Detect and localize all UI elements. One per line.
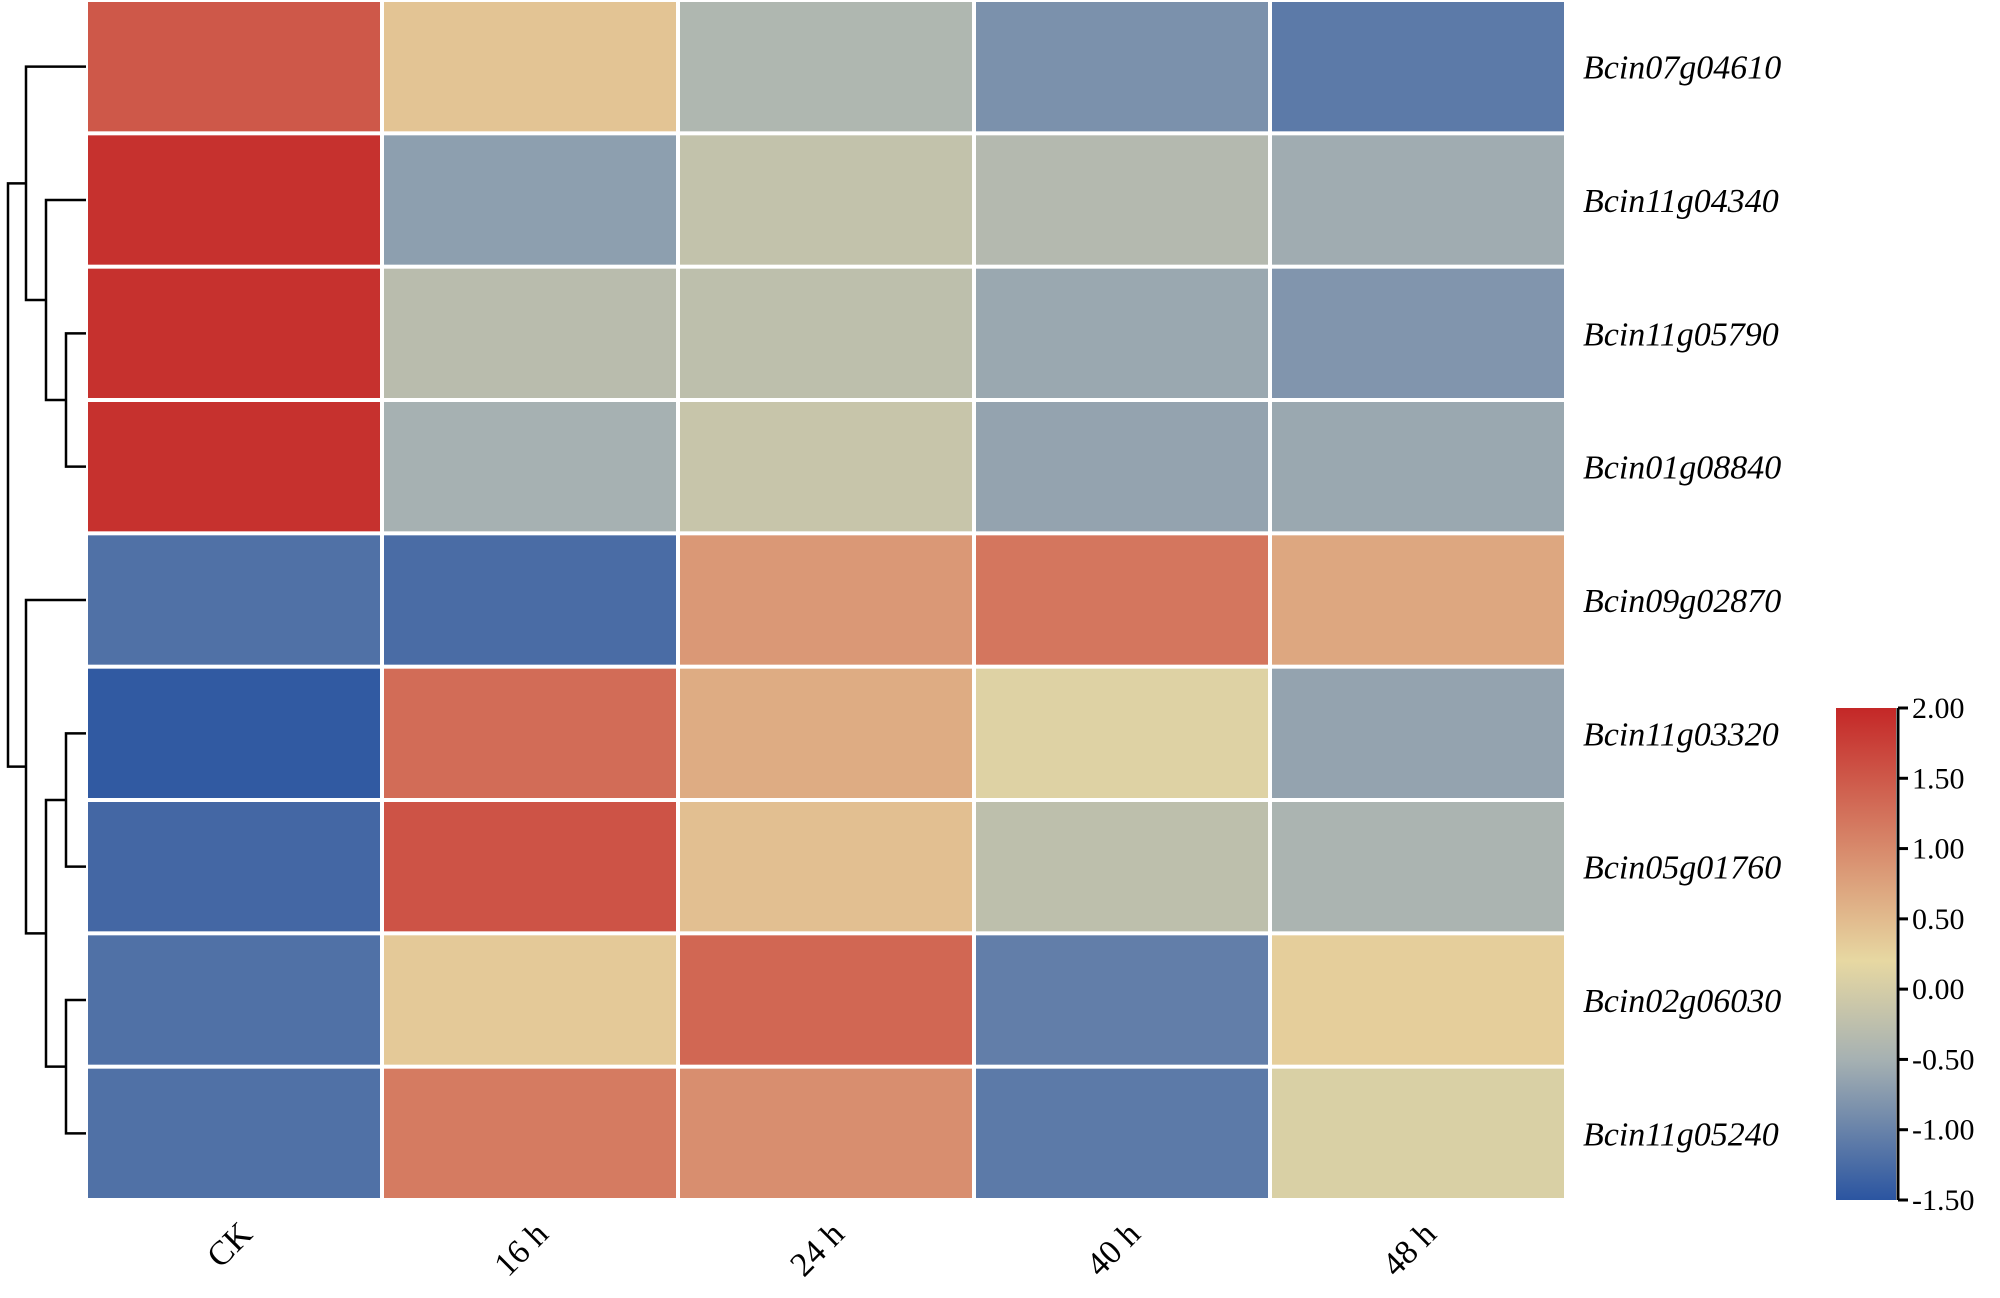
heatmap-cell bbox=[680, 2, 972, 132]
row-label: Bcin05g01760 bbox=[1583, 850, 1781, 887]
heatmap-cell bbox=[1272, 935, 1564, 1065]
dendrogram-branch bbox=[64, 332, 86, 468]
row-label: Bcin09g02870 bbox=[1583, 583, 1781, 620]
heatmap-cell bbox=[1272, 668, 1564, 798]
heatmap-cell bbox=[384, 2, 676, 132]
heatmap-cell bbox=[384, 268, 676, 398]
column-labels: CK 16 h 24 h 40 h 48 h bbox=[200, 1215, 1444, 1284]
colorbar-tick-label: -1.00 bbox=[1912, 1114, 1975, 1147]
heatmap-cell bbox=[1272, 535, 1564, 665]
heatmap-cell bbox=[384, 1068, 676, 1198]
row-label: Bcin07g04610 bbox=[1583, 50, 1781, 87]
column-label: 16 h bbox=[487, 1215, 555, 1283]
heatmap-cell bbox=[384, 935, 676, 1065]
dendrogram-branch bbox=[24, 65, 86, 302]
heatmap-cell bbox=[680, 668, 972, 798]
heatmap-cell bbox=[88, 535, 380, 665]
row-label: Bcin01g08840 bbox=[1583, 450, 1781, 487]
row-label: Bcin02g06030 bbox=[1583, 983, 1781, 1020]
heatmap-cell bbox=[680, 1068, 972, 1198]
colorbar-tick-label: 2.00 bbox=[1912, 692, 1965, 725]
row-label: Bcin11g05790 bbox=[1583, 316, 1779, 353]
heatmap-cell bbox=[976, 2, 1268, 132]
colorbar-scale bbox=[1836, 708, 1896, 1200]
dendrogram-branch bbox=[6, 182, 26, 768]
heatmap-cell bbox=[680, 935, 972, 1065]
heatmap-cell bbox=[88, 402, 380, 532]
colorbar-tick-label: 1.50 bbox=[1912, 762, 1965, 795]
heatmap-cell bbox=[976, 268, 1268, 398]
heatmap-cell bbox=[976, 135, 1268, 265]
column-label: CK bbox=[200, 1215, 260, 1275]
colorbar-tick-label: 0.50 bbox=[1912, 903, 1965, 936]
row-labels: Bcin07g04610 Bcin11g04340 Bcin11g05790 Bcin… bbox=[1583, 50, 1781, 1154]
heatmap-cell bbox=[384, 535, 676, 665]
heatmap-cell bbox=[680, 535, 972, 665]
heatmap-cell bbox=[88, 802, 380, 932]
heatmap-cell bbox=[88, 668, 380, 798]
heatmap-cell bbox=[384, 802, 676, 932]
colorbar-tick-label: 1.00 bbox=[1912, 833, 1965, 866]
row-label: Bcin11g05240 bbox=[1583, 1116, 1779, 1153]
heatmap-cell bbox=[680, 268, 972, 398]
heatmap-cell bbox=[976, 1068, 1268, 1198]
heatmap-cell bbox=[88, 268, 380, 398]
heatmap-cell bbox=[976, 668, 1268, 798]
dendrogram-branch bbox=[44, 798, 66, 1068]
column-label: 48 h bbox=[1375, 1215, 1443, 1283]
heatmap-cell bbox=[680, 135, 972, 265]
column-label: 40 h bbox=[1079, 1215, 1147, 1283]
heatmap-cell bbox=[1272, 268, 1564, 398]
heatmap-cell bbox=[88, 1068, 380, 1198]
heatmap-cell bbox=[1272, 1068, 1564, 1198]
heatmap-cell bbox=[384, 402, 676, 532]
heatmap-cell bbox=[976, 802, 1268, 932]
dendrogram-branch bbox=[24, 598, 86, 935]
heatmap-cell bbox=[976, 935, 1268, 1065]
colorbar-tick-label: 0.00 bbox=[1912, 973, 1965, 1006]
heatmap-cell bbox=[88, 935, 380, 1065]
heatmap-cell bbox=[1272, 402, 1564, 532]
heatmap-cells bbox=[88, 2, 1564, 1198]
colorbar: 2.00 1.50 1.00 0.50 0.00 -0.50 -1.00 -1.50 bbox=[1836, 692, 1975, 1217]
heatmap-cell bbox=[88, 135, 380, 265]
row-dendrogram bbox=[6, 65, 86, 1135]
column-label: 24 h bbox=[783, 1215, 851, 1283]
heatmap-cell bbox=[88, 2, 380, 132]
heatmap-cell bbox=[384, 668, 676, 798]
heatmap-cell bbox=[680, 402, 972, 532]
row-label: Bcin11g04340 bbox=[1583, 183, 1779, 220]
heatmap-cell bbox=[976, 535, 1268, 665]
heatmap-cell bbox=[680, 802, 972, 932]
colorbar-tick-label: -1.50 bbox=[1912, 1184, 1975, 1217]
heatmap-cell bbox=[1272, 135, 1564, 265]
row-label: Bcin11g03320 bbox=[1583, 716, 1779, 753]
colorbar-tick-label: -0.50 bbox=[1912, 1043, 1975, 1076]
heatmap-cell bbox=[1272, 2, 1564, 132]
heatmap-cell bbox=[384, 135, 676, 265]
dendrogram-branch bbox=[64, 732, 86, 868]
heatmap-cell bbox=[976, 402, 1268, 532]
dendrogram-branch bbox=[64, 998, 86, 1135]
heatmap-cell bbox=[1272, 802, 1564, 932]
